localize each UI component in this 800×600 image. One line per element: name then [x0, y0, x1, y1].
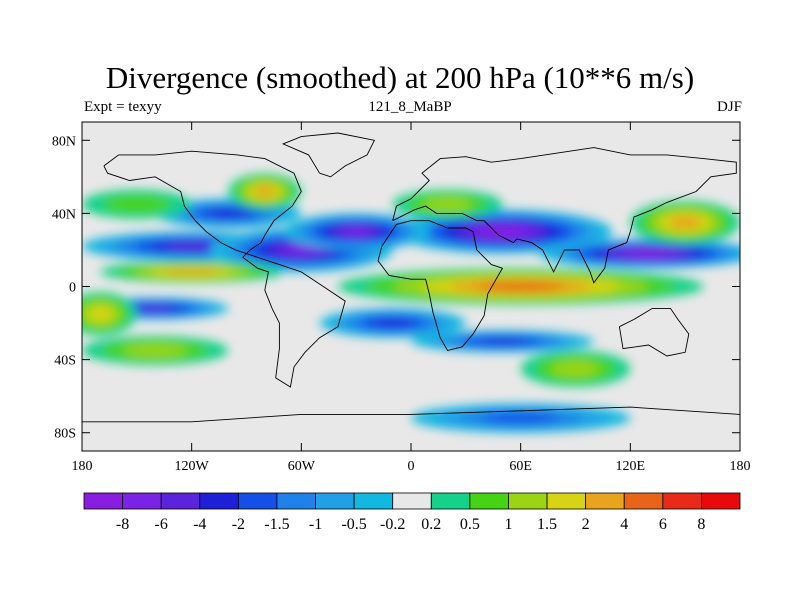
- y-tick-label: 0: [69, 281, 76, 296]
- coastline-path: [82, 406, 740, 423]
- y-tick-label: 40S: [54, 354, 76, 369]
- field-contour: [669, 216, 701, 229]
- colorbar-label: -4: [193, 516, 206, 533]
- experiment-label: Expt = texyy: [84, 99, 162, 115]
- colorbar-label: -1.5: [264, 516, 289, 533]
- field-contour: [551, 360, 600, 377]
- x-tick-label: 180: [730, 459, 751, 474]
- season-label: DJF: [716, 99, 742, 115]
- colorbar-label: 0.5: [460, 516, 480, 533]
- colorbar-label: 0.2: [421, 516, 441, 533]
- field-contour: [103, 195, 171, 214]
- field-contour: [122, 343, 188, 357]
- colorbar-label: -2: [232, 516, 245, 533]
- field-contour: [282, 245, 321, 255]
- colorbar-swatch: [353, 492, 394, 510]
- run-label: 121_8_MaBP: [368, 99, 452, 115]
- field-feature-divergence: [520, 350, 631, 388]
- field-feature-divergence: [100, 260, 284, 283]
- colorbar-label: -0.2: [380, 516, 405, 533]
- field-feature-divergence: [392, 189, 503, 219]
- colorbar-label: -6: [155, 516, 168, 533]
- y-tick-label: 40N: [52, 207, 76, 222]
- coastline-outline: [82, 132, 740, 423]
- field-feature-divergence: [82, 335, 229, 366]
- field-contour: [165, 268, 218, 276]
- field-contour: [254, 186, 276, 197]
- field-feature-convergence: [392, 209, 613, 254]
- coastline-path: [392, 147, 737, 284]
- field-feature-divergence: [82, 189, 192, 219]
- field-feature-divergence: [630, 200, 740, 245]
- x-tick-label: 120E: [616, 459, 646, 474]
- colorbar-swatch: [469, 492, 509, 510]
- colorbar-label: 1.5: [537, 516, 557, 533]
- coastline-path: [377, 220, 504, 352]
- field-contour: [137, 305, 173, 312]
- colorbar-label: -0.5: [341, 516, 366, 533]
- field-feature-convergence: [411, 330, 594, 353]
- field-feature-divergence: [337, 268, 704, 305]
- colorbar-swatch: [701, 492, 741, 510]
- y-tick-label: 80N: [52, 134, 76, 149]
- x-axis: 180 120W 60W 0 60E 120E 180: [72, 122, 751, 474]
- field-contour: [476, 282, 565, 291]
- colorbar-swatch: [508, 492, 548, 510]
- colorbar-label: -1: [309, 516, 322, 533]
- colorbar-swatch: [546, 492, 587, 510]
- field-feature-divergence: [228, 173, 302, 210]
- colorbar-swatch: [585, 492, 625, 510]
- field-feature-convergence: [538, 238, 740, 269]
- field-contour: [371, 318, 414, 328]
- x-tick-label: 120W: [175, 459, 210, 474]
- colorbar-swatch: [623, 492, 664, 510]
- chart-title: Divergence (smoothed) at 200 hPa (10**6 …: [105, 60, 695, 95]
- colorbar-swatch: [199, 492, 239, 510]
- colorbar-swatch: [662, 492, 702, 510]
- field-feature-convergence: [411, 403, 631, 433]
- colorbar-swatch: [83, 492, 123, 510]
- field-contour: [165, 242, 219, 250]
- field-feature-convergence: [155, 198, 302, 229]
- colorbar-swatch: [160, 492, 201, 510]
- x-tick-label: 180: [72, 459, 93, 474]
- x-tick-label: 60W: [288, 459, 316, 474]
- field-contour: [481, 227, 523, 236]
- y-tick-label: 80S: [54, 427, 76, 442]
- colorbar-swatch: [237, 492, 278, 510]
- x-tick-label: 60E: [509, 459, 532, 474]
- field-feature-convergence: [283, 213, 430, 250]
- field-feature-convergence: [319, 308, 466, 338]
- field-contour: [482, 413, 559, 424]
- colorbar-label: 4: [620, 516, 628, 533]
- field-contour: [423, 197, 472, 211]
- colorbar-swatch: [122, 492, 162, 510]
- colorbar-label: -8: [116, 516, 129, 533]
- field-feature-divergence: [82, 291, 137, 336]
- colorbar-swatch: [392, 492, 432, 510]
- x-tick-label: 0: [408, 459, 415, 474]
- field-contour: [207, 209, 250, 218]
- colorbar-swatch: [276, 492, 316, 510]
- coastline-path: [618, 307, 690, 357]
- colorbar-swatch: [430, 492, 471, 510]
- y-axis: 80N 40N 0 40S 80S: [52, 134, 740, 442]
- coastline-path: [103, 150, 346, 388]
- field-contour: [476, 338, 529, 345]
- colorbar-label: 6: [659, 516, 667, 533]
- field-contour: [340, 227, 372, 236]
- colorbar-swatch: [315, 492, 355, 510]
- coastline-path: [281, 132, 376, 178]
- colorbar-label: 1: [504, 516, 512, 533]
- field-contour: [628, 250, 670, 257]
- field-contour: [87, 306, 113, 322]
- colorbar-label: 2: [582, 516, 590, 533]
- colorbar-legend: -8 -6 -4 -2 -1.5 -1 -0.5 -0.2 0.2 0.5 1 1.5 2 4 6 8: [83, 492, 741, 533]
- colorbar-label: 8: [697, 516, 705, 533]
